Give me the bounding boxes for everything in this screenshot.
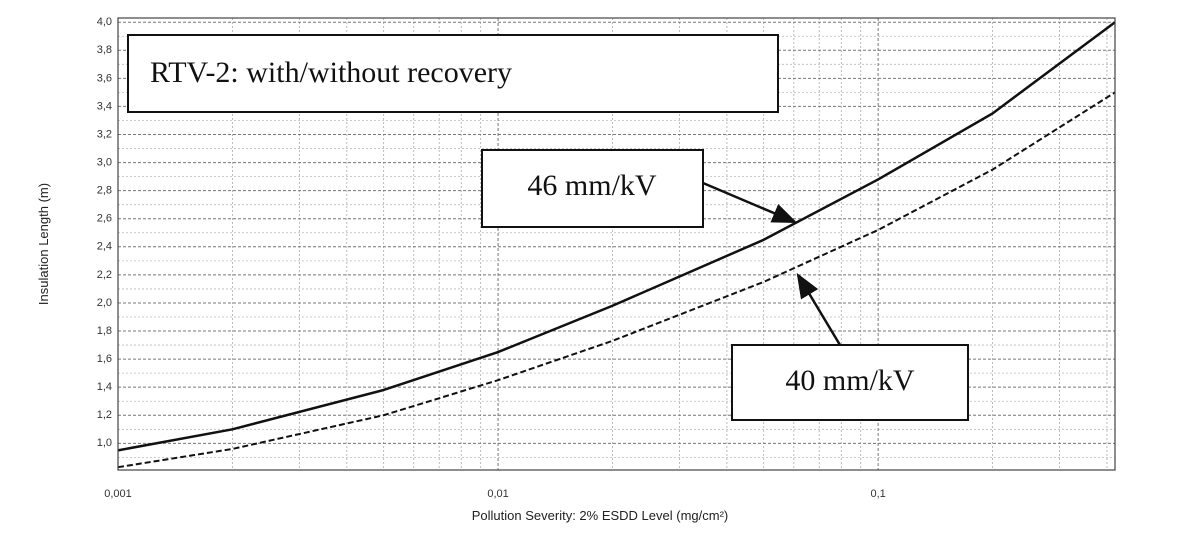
y-tick-label: 2,8 bbox=[97, 185, 112, 197]
y-tick-label: 1,6 bbox=[97, 353, 112, 365]
series-line bbox=[117, 21, 1116, 452]
y-tick-label: 1,0 bbox=[97, 437, 112, 449]
y-tick-label: 2,6 bbox=[97, 213, 112, 225]
y-tick-label: 3,0 bbox=[97, 156, 112, 168]
title-box bbox=[127, 34, 779, 113]
arrow bbox=[796, 272, 842, 346]
y-tick-label: 2,0 bbox=[97, 297, 112, 309]
arrow bbox=[702, 181, 798, 224]
y-tick-label: 3,6 bbox=[97, 72, 112, 84]
y-tick-label: 3,8 bbox=[97, 44, 112, 56]
series-line bbox=[117, 91, 1116, 469]
plot-frame bbox=[117, 17, 1116, 471]
annotation: 40 mm/kV bbox=[785, 364, 915, 397]
annotation-box bbox=[731, 344, 969, 421]
y-tick-label: 4,0 bbox=[97, 16, 112, 28]
y-tick-label: 3,2 bbox=[97, 128, 112, 140]
x-tick-label: 0,1 bbox=[870, 488, 885, 500]
annotation: 46 mm/kV bbox=[527, 169, 657, 202]
x-tick-label: 0,01 bbox=[487, 488, 508, 500]
y-axis-label: Insulation Length (m) bbox=[36, 183, 51, 305]
x-tick-label: 0,001 bbox=[104, 488, 132, 500]
y-tick-label: 2,2 bbox=[97, 269, 112, 281]
y-tick-label: 2,4 bbox=[97, 241, 112, 253]
y-tick-label: 1,8 bbox=[97, 325, 112, 337]
annotation-box bbox=[481, 149, 704, 228]
x-axis-label: Pollution Severity: 2% ESDD Level (mg/cm… bbox=[472, 508, 728, 523]
y-tick-label: 3,4 bbox=[97, 100, 112, 112]
chart-title: RTV-2: with/without recovery bbox=[150, 56, 512, 89]
y-tick-label: 1,4 bbox=[97, 381, 112, 393]
y-tick-label: 1,2 bbox=[97, 409, 112, 421]
